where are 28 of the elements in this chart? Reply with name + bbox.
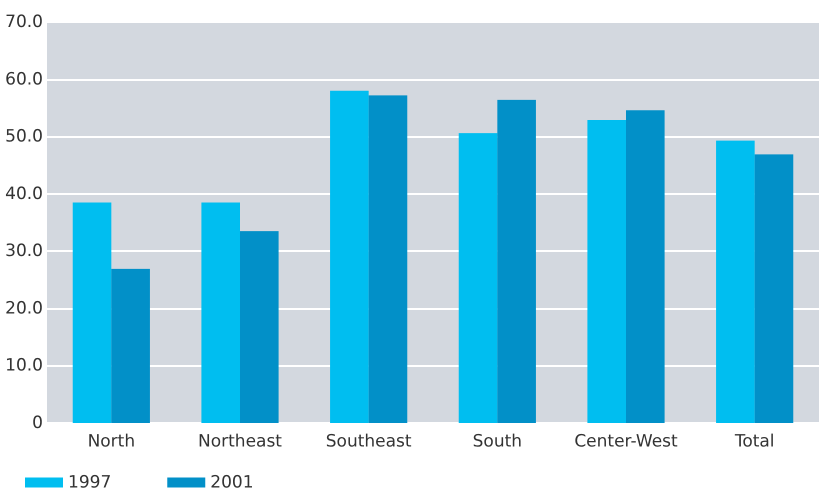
y-tick-label: 0 (32, 413, 43, 433)
y-tick-label: 70.0 (5, 12, 43, 32)
y-tick-label: 60.0 (5, 69, 43, 90)
bar (497, 100, 536, 423)
bar (368, 95, 408, 423)
y-tick-label: 30.0 (5, 241, 43, 262)
bar (201, 202, 240, 423)
bar (458, 133, 498, 423)
bar (587, 120, 626, 423)
bar (111, 268, 150, 423)
x-tick-label: Total (734, 432, 775, 452)
bar (240, 231, 279, 423)
y-tick-label: 40.0 (5, 184, 43, 204)
x-tick-label: Southeast (326, 432, 412, 452)
legend-label: 1997 (68, 472, 112, 492)
x-tick-label: North (88, 432, 136, 452)
bar (330, 90, 369, 423)
y-tick-label: 20.0 (5, 298, 43, 318)
x-tick-label: Center-West (574, 432, 678, 452)
bar (754, 154, 794, 423)
bar (626, 110, 665, 423)
y-tick-label: 50.0 (5, 126, 43, 147)
x-tick-label: Northeast (198, 432, 282, 452)
y-tick-label: 10.0 (5, 356, 43, 376)
bar (716, 140, 755, 423)
bar (72, 202, 112, 423)
legend-label: 2001 (210, 472, 254, 492)
x-tick-label: South (472, 432, 522, 452)
